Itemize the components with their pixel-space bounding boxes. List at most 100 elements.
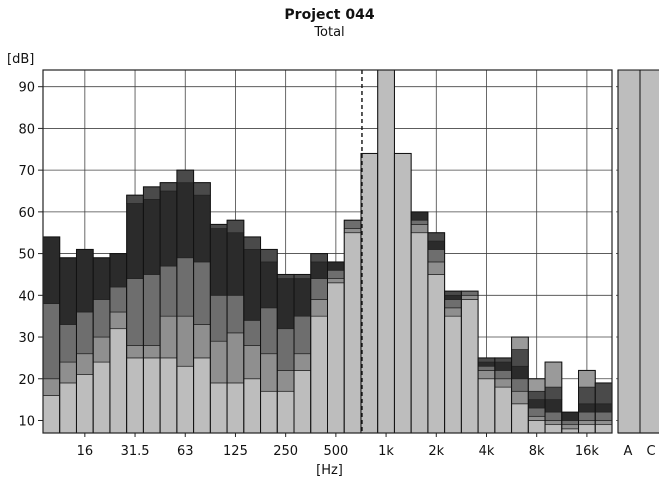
bar-segment [42, 236, 61, 305]
bar-segment [594, 424, 613, 434]
bar-segment [176, 182, 194, 259]
x-axis-label: [Hz] [316, 463, 343, 478]
chart-title: Project 044 [284, 7, 375, 23]
y-tick-label: 20 [18, 373, 35, 388]
bar-segment [427, 261, 445, 275]
bar-segment [444, 290, 462, 296]
y-tick-label: 90 [18, 81, 35, 96]
bar-segment [193, 357, 211, 434]
bar-segment [159, 315, 178, 359]
bar-segment [143, 357, 161, 434]
bar-segment [377, 69, 395, 434]
bar-segment [76, 311, 94, 355]
bar-segment [578, 386, 596, 405]
bar-segment [92, 299, 111, 338]
bar-segment [578, 420, 596, 426]
bar-segment [293, 278, 312, 317]
bar-segment [126, 203, 144, 279]
bar-segment [126, 278, 144, 346]
bar-segment [394, 153, 412, 434]
bar-segment [310, 315, 328, 434]
bar-segment [477, 378, 496, 434]
bar-segment [159, 357, 178, 434]
bar-segment [293, 353, 312, 371]
bar-segment [210, 224, 228, 229]
bar-segment [293, 274, 312, 279]
bar-segment [92, 361, 111, 434]
bar-segment [159, 265, 178, 317]
bar-segment [511, 390, 529, 405]
bar-segment [477, 370, 496, 380]
x-tick-label: 2k [428, 444, 444, 459]
bar-segment [544, 399, 563, 413]
bar-segment [109, 253, 128, 288]
bar-segment [527, 407, 546, 417]
bar-segment [276, 278, 295, 330]
bar-segment [511, 349, 529, 367]
bar-segment [527, 378, 546, 392]
bar-segment [544, 386, 563, 400]
x-tick-label: 16 [77, 444, 94, 459]
bar-segment [544, 424, 563, 434]
bar-segment [109, 286, 128, 313]
bar-segment [494, 378, 512, 388]
bar-segment [360, 153, 379, 434]
bar-segment [477, 365, 496, 371]
x-tick-label: 500 [323, 444, 348, 459]
bar-segment [59, 257, 77, 325]
bar-segment [76, 249, 94, 313]
bar-segment [276, 370, 295, 392]
bar-segment [561, 428, 579, 434]
bar-segment [193, 324, 211, 359]
y-tick-label: 80 [18, 122, 35, 137]
bar-segment [176, 257, 194, 317]
bar-segment [427, 232, 445, 242]
bar-segment [494, 357, 512, 363]
x-tick-label: 250 [273, 444, 298, 459]
bar-segment [444, 294, 462, 300]
bar-segment [143, 186, 161, 200]
y-tick-label: 30 [18, 331, 35, 346]
y-axis-label: [dB] [7, 52, 35, 67]
bar-segment [561, 424, 579, 430]
bar-segment [544, 361, 563, 388]
bar-segment [410, 232, 429, 434]
bar-segment [511, 378, 529, 392]
bar-segment [109, 328, 128, 434]
bar-segment [461, 299, 479, 434]
bar-segment [210, 228, 228, 296]
bar-segment [243, 345, 261, 380]
bar-segment [243, 319, 261, 346]
bar-segment [176, 365, 194, 434]
bar-segment [594, 411, 613, 421]
bar-segment [477, 361, 496, 367]
bar-segment [594, 403, 613, 413]
bar-segment [210, 382, 228, 434]
bar-segment [578, 370, 596, 388]
weighted-bar [617, 69, 641, 434]
x-tick-label: 1k [378, 444, 394, 459]
bar-segment [410, 219, 429, 225]
bar-segment [561, 420, 579, 426]
bar-segment [260, 390, 278, 434]
bar-segment [444, 307, 462, 317]
x-tick-label: 63 [177, 444, 194, 459]
bar-segment [527, 420, 546, 434]
y-tick-label: 50 [18, 248, 35, 263]
x-tick-label: 4k [479, 444, 495, 459]
bar-segment [578, 411, 596, 421]
x-tick-label: 8k [529, 444, 545, 459]
bar-segment [226, 382, 245, 434]
bar-segment [193, 261, 211, 325]
bar-segment [494, 370, 512, 380]
bar-segment [527, 390, 546, 400]
bar-segment [276, 274, 295, 279]
bar-segment [210, 294, 228, 342]
bar-segment [444, 315, 462, 434]
bar-segment [260, 307, 278, 355]
bar-segment [427, 240, 445, 250]
bar-segment [293, 315, 312, 355]
bar-segment [310, 299, 328, 317]
